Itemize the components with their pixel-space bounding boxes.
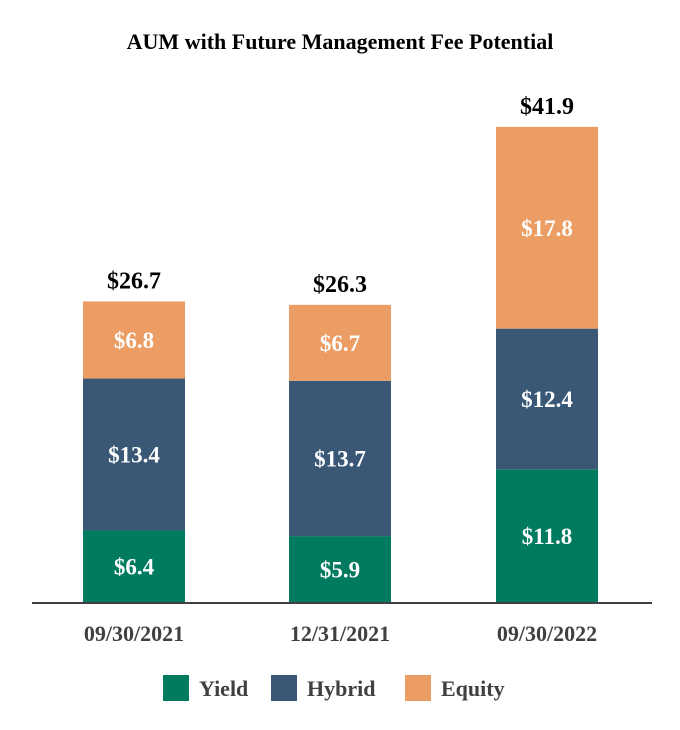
x-tick-label-1: 09/30/2021 (84, 621, 184, 646)
segment-label-equity-1: $6.8 (114, 328, 154, 353)
legend: Yield Hybrid Equity (163, 675, 505, 701)
segment-label-yield-3: $11.8 (522, 524, 572, 549)
segment-label-hybrid-1: $13.4 (108, 442, 160, 467)
total-label-1: $26.7 (107, 268, 161, 294)
legend-swatch-equity (405, 675, 431, 701)
bar-segment-yield-1 (83, 530, 185, 603)
bars-layer: $6.4 $13.4 $6.8 $26.7 $5.9 $13.7 $6.7 $26.3 $11.… (83, 94, 598, 603)
chart-title: AUM with Future Management Fee Potential (127, 29, 554, 54)
bar-segment-yield-3 (496, 469, 598, 603)
legend-label-hybrid: Hybrid (307, 676, 375, 701)
total-label-2: $26.3 (313, 272, 367, 298)
bar-segment-yield-2 (289, 536, 391, 603)
total-label-3: $41.9 (520, 94, 574, 120)
segment-label-equity-2: $6.7 (320, 331, 360, 356)
segment-label-yield-1: $6.4 (114, 555, 155, 580)
legend-swatch-yield (163, 675, 189, 701)
x-tick-label-2: 12/31/2021 (290, 621, 390, 646)
legend-swatch-hybrid (271, 675, 297, 701)
x-tick-labels: 09/30/2021 12/31/2021 09/30/2022 (84, 621, 597, 646)
segment-label-hybrid-2: $13.7 (314, 446, 366, 471)
bar-segment-equity-2 (289, 304, 391, 381)
bar-segment-hybrid-3 (496, 328, 598, 470)
bar-segment-equity-3 (496, 126, 598, 329)
segment-label-yield-2: $5.9 (320, 558, 360, 583)
legend-label-yield: Yield (199, 676, 248, 701)
bar-segment-equity-1 (83, 301, 185, 379)
segment-label-hybrid-3: $12.4 (521, 387, 573, 412)
x-tick-label-3: 09/30/2022 (497, 621, 597, 646)
legend-label-equity: Equity (441, 676, 505, 701)
bar-segment-hybrid-2 (289, 380, 391, 537)
bar-segment-hybrid-1 (83, 378, 185, 531)
segment-label-equity-3: $17.8 (521, 216, 573, 241)
